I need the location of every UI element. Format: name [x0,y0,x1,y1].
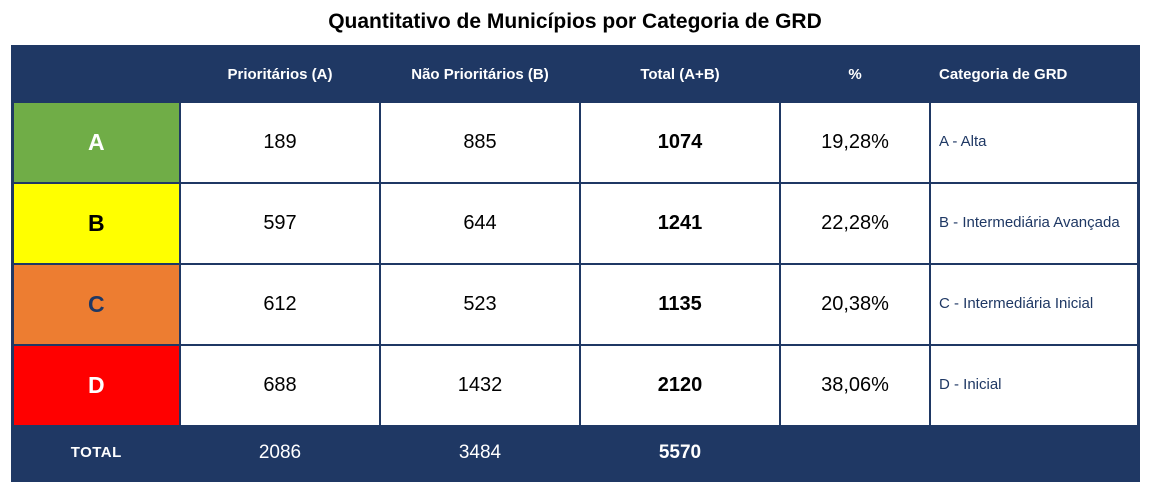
prioritarios-cell: 597 [179,181,381,265]
categoria-grd-cell: A - Alta [929,100,1139,184]
total-prioritarios-cell: 2086 [179,424,381,482]
nao-prioritarios-cell: 523 [379,262,581,346]
total-percent-cell-empty [779,424,931,482]
column-header-prioritarios: Prioritários (A) [179,45,381,103]
total-sum-cell: 5570 [579,424,781,482]
category-letter-cell-b: B [11,181,181,265]
categoria-grd-cell: B - Intermediária Avançada [929,181,1139,265]
total-row-label: TOTAL [11,424,181,482]
total-cell: 1074 [579,100,781,184]
table-row: D 688 1432 2120 38,06% D - Inicial [11,343,1139,427]
prioritarios-cell: 688 [179,343,381,427]
percent-cell: 19,28% [779,100,931,184]
column-header-categoria-grd: Categoria de GRD [929,45,1139,103]
total-categoria-cell-empty [929,424,1139,482]
percent-cell: 20,38% [779,262,931,346]
category-letter-cell-d: D [11,343,181,427]
column-header-total: Total (A+B) [579,45,781,103]
table-row: A 189 885 1074 19,28% A - Alta [11,100,1139,184]
table-row: C 612 523 1135 20,38% C - Intermediária … [11,262,1139,346]
page-title: Quantitativo de Municípios por Categoria… [328,10,822,33]
categoria-grd-cell: C - Intermediária Inicial [929,262,1139,346]
column-header-percent: % [779,45,931,103]
category-letter-cell-a: A [11,100,181,184]
total-cell: 1135 [579,262,781,346]
categoria-grd-cell: D - Inicial [929,343,1139,427]
column-header-nao-prioritarios: Não Prioritários (B) [379,45,581,103]
table-row: B 597 644 1241 22,28% B - Intermediária … [11,181,1139,265]
table-total-row: TOTAL 2086 3484 5570 [11,424,1139,482]
table-header-row: Prioritários (A) Não Prioritários (B) To… [11,45,1139,103]
nao-prioritarios-cell: 885 [379,100,581,184]
total-cell: 1241 [579,181,781,265]
nao-prioritarios-cell: 644 [379,181,581,265]
nao-prioritarios-cell: 1432 [379,343,581,427]
prioritarios-cell: 612 [179,262,381,346]
percent-cell: 22,28% [779,181,931,265]
total-cell: 2120 [579,343,781,427]
column-header-category-letter [11,45,181,103]
category-letter-cell-c: C [11,262,181,346]
prioritarios-cell: 189 [179,100,381,184]
grd-municipalities-table: Prioritários (A) Não Prioritários (B) To… [10,45,1140,482]
total-nao-prioritarios-cell: 3484 [379,424,581,482]
percent-cell: 38,06% [779,343,931,427]
